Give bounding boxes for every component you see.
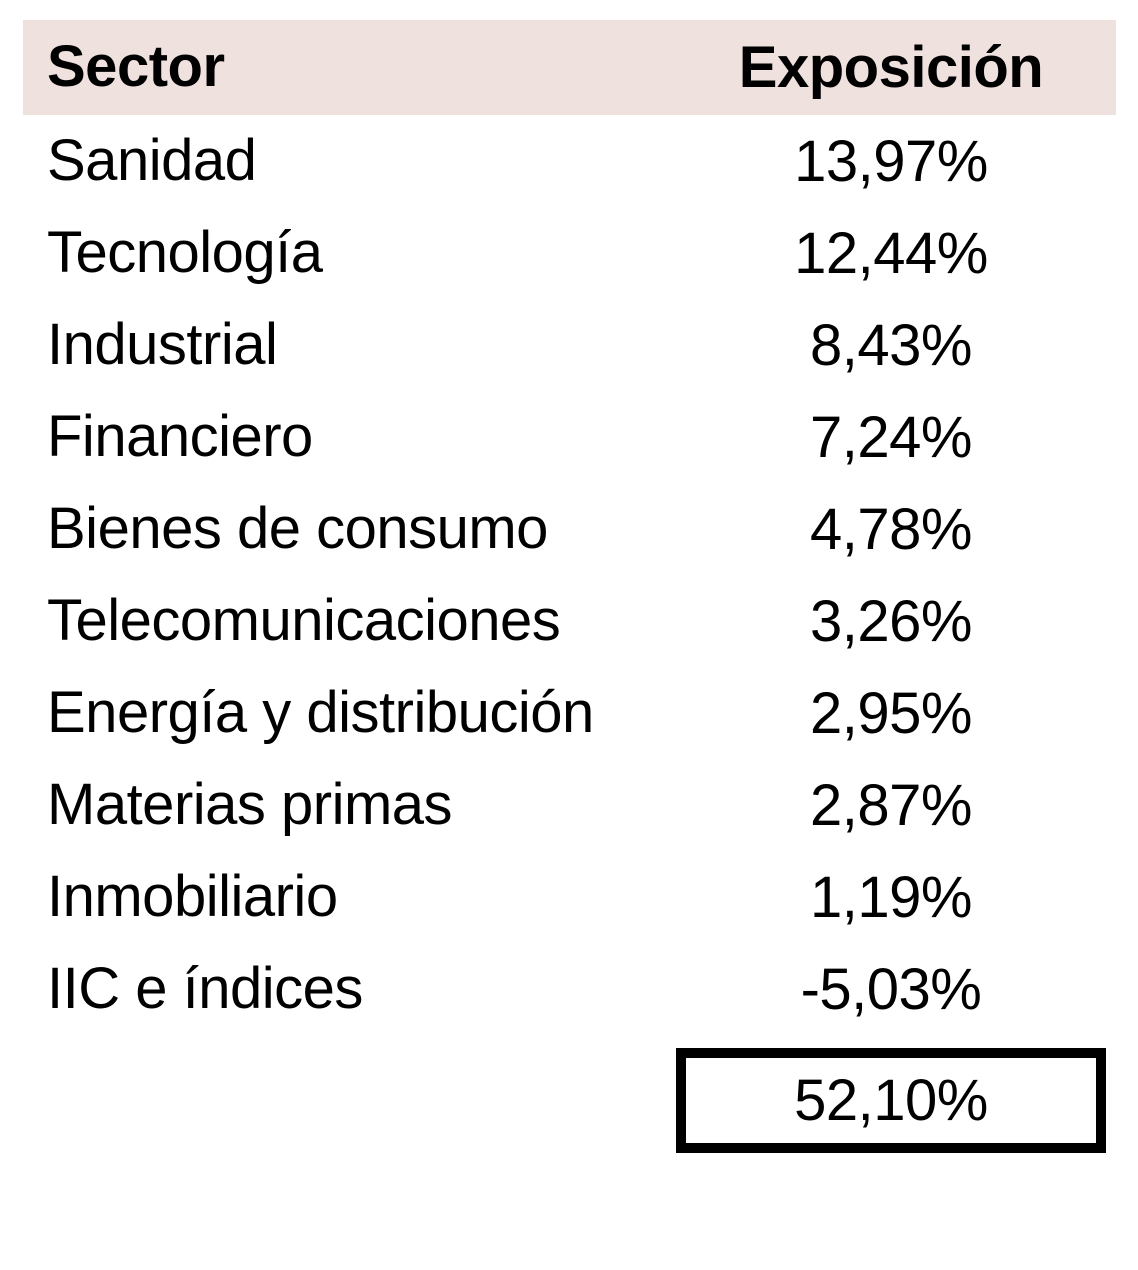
sector-label: Materias primas — [47, 771, 453, 837]
exposure-value: 1,19% — [810, 864, 972, 930]
sector-label: IIC e índices — [47, 955, 363, 1021]
sector-label: Financiero — [47, 403, 313, 469]
exposure-value: 4,78% — [810, 496, 972, 562]
table-row: Energía y distribución 2,95% — [23, 667, 1116, 759]
table-row: Telecomunicaciones 3,26% — [23, 575, 1116, 667]
exposure-value: 2,87% — [810, 772, 972, 838]
exposure-value: 13,97% — [794, 128, 988, 194]
exposure-value: 7,24% — [810, 404, 972, 470]
total-exposure-value: 52,10% — [794, 1068, 988, 1133]
exposure-value: 3,26% — [810, 588, 972, 654]
sector-label: Tecnología — [47, 219, 323, 285]
column-header-exposure: Exposición — [738, 35, 1044, 100]
sector-label: Energía y distribución — [47, 679, 594, 745]
sector-label: Bienes de consumo — [47, 495, 548, 561]
sector-label: Telecomunicaciones — [47, 587, 561, 653]
exposure-value: 12,44% — [794, 220, 988, 286]
sector-label: Industrial — [47, 311, 278, 377]
table-row: Industrial 8,43% — [23, 299, 1116, 391]
sector-label: Inmobiliario — [47, 863, 338, 929]
column-header-sector: Sector — [47, 34, 225, 100]
exposure-value: 8,43% — [810, 312, 972, 378]
table-row: IIC e índices -5,03% — [23, 943, 1116, 1035]
table-header-row: Sector Exposición — [23, 20, 1116, 115]
total-row-spacer — [23, 1048, 666, 1153]
table-row: Materias primas 2,87% — [23, 759, 1116, 851]
sector-exposure-table: Sector Exposición Sanidad 13,97% Tecnolo… — [23, 20, 1116, 1153]
table-row: Financiero 7,24% — [23, 391, 1116, 483]
table-row: Inmobiliario 1,19% — [23, 851, 1116, 943]
total-exposure-box: 52,10% — [676, 1048, 1106, 1153]
table-row: Tecnología 12,44% — [23, 207, 1116, 299]
table-total-row: 52,10% — [23, 1048, 1116, 1153]
table-row: Bienes de consumo 4,78% — [23, 483, 1116, 575]
exposure-value: -5,03% — [800, 956, 982, 1022]
exposure-value: 2,95% — [810, 680, 972, 746]
sector-label: Sanidad — [47, 127, 257, 193]
table-row: Sanidad 13,97% — [23, 115, 1116, 207]
